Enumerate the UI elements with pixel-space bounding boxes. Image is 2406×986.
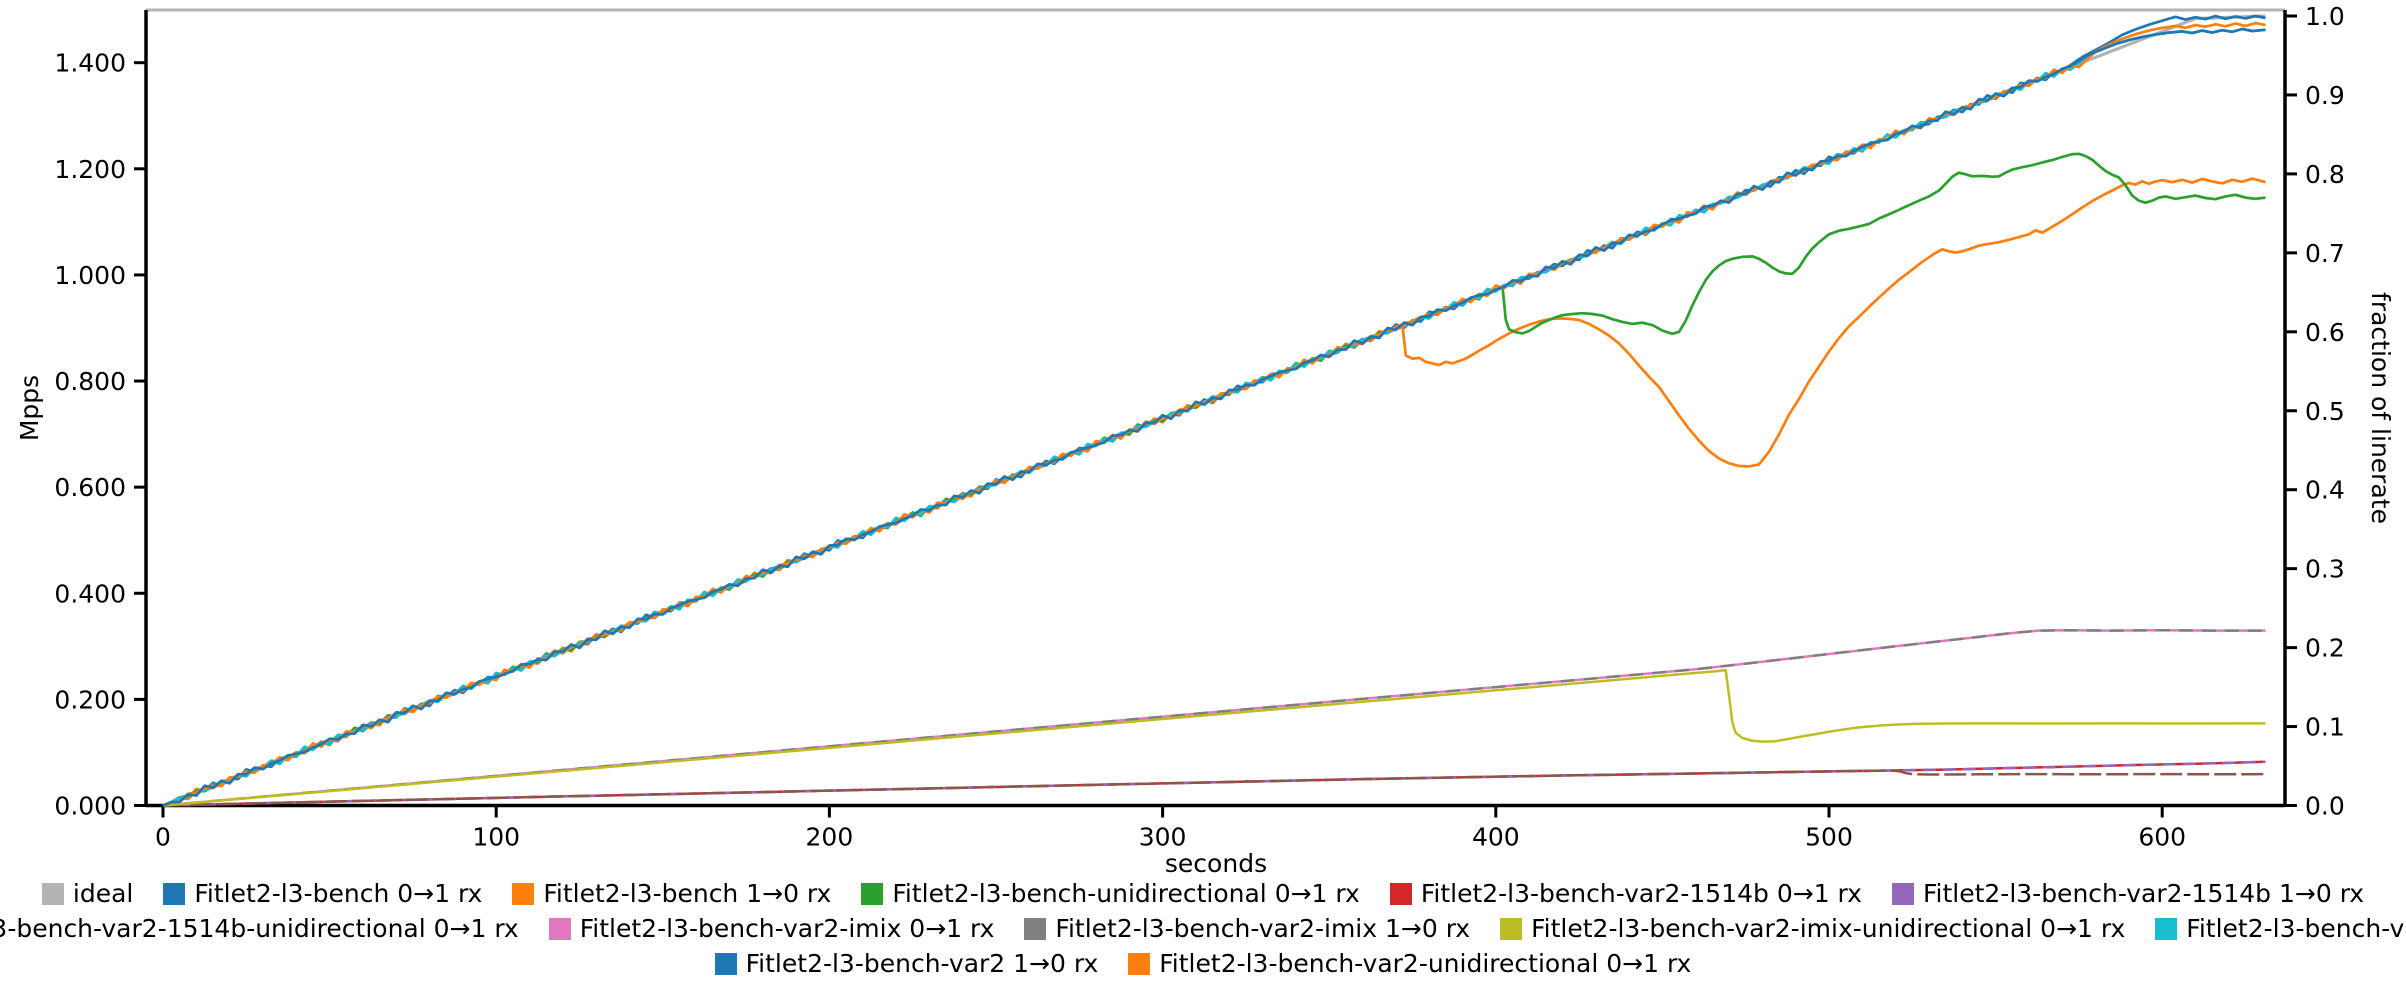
y-left-tick-label: 0.200 bbox=[54, 685, 126, 714]
y-right-tick-label: 1.0 bbox=[2305, 2, 2345, 31]
x-tick-label: 0 bbox=[155, 823, 171, 852]
legend-swatch bbox=[1500, 918, 1523, 940]
legend-item: Fitlet2-l3-bench-var2 0→1 rx bbox=[2155, 912, 2406, 946]
legend-row-1: ideal Fitlet2-l3-bench 0→1 rx Fitlet2-l3-b… bbox=[0, 877, 2406, 911]
legend-item: Fitlet2-l3-bench-var2 1→0 rx bbox=[714, 947, 1099, 981]
legend-item: Fitlet2-l3-bench 0→1 rx bbox=[163, 877, 482, 911]
legend-item: Fitlet2-l3-bench-var2-1514b 0→1 rx bbox=[1389, 877, 1862, 911]
y-right-tick-label: 0.5 bbox=[2305, 397, 2345, 426]
y-left-tick-label: 0.800 bbox=[54, 367, 126, 396]
legend-swatch bbox=[1128, 953, 1151, 975]
legend-label: Fitlet2-l3-bench-var2-1514b 1→0 rx bbox=[1922, 879, 2365, 908]
y-right-tick-label: 0.4 bbox=[2305, 476, 2345, 505]
legend-item: Fitlet2-l3-bench-var2-unidirectional 0→1… bbox=[1128, 947, 1691, 981]
legend-swatch bbox=[861, 883, 884, 905]
y-left-tick-label: 1.400 bbox=[54, 49, 126, 78]
series-bench-0-1 bbox=[162, 14, 2266, 807]
series-var2-unidirectional-0-1 bbox=[162, 21, 2266, 807]
legend-item: ideal bbox=[41, 877, 134, 911]
y-left-tick-label: 1.000 bbox=[54, 261, 126, 290]
axis-ticks: 0 100 200 300 400 500 600 0.000 0.200 0.400 0.600 0… bbox=[54, 2, 2344, 852]
legend-row-3: Fitlet2-l3-bench-var2 1→0 rx Fitlet2-l3-b… bbox=[0, 947, 2406, 981]
legend-label: Fitlet2-l3-bench-var2-1514b-unidirection… bbox=[0, 914, 519, 943]
y-left-tick-label: 0.400 bbox=[54, 579, 126, 608]
series-var2-1514b-unidirectional-0-1 bbox=[162, 769, 2266, 807]
legend-item: Fitlet2-l3-bench-var2-imix-unidirectiona… bbox=[1500, 912, 2125, 946]
legend: ideal Fitlet2-l3-bench 0→1 rx Fitlet2-l3-b… bbox=[0, 877, 2406, 981]
y-left-tick-label: 0.600 bbox=[54, 473, 126, 502]
legend-swatch bbox=[714, 953, 737, 975]
series-var2-0-1 bbox=[162, 27, 2266, 807]
x-tick-label: 500 bbox=[1805, 823, 1853, 852]
legend-label: Fitlet2-l3-bench 1→0 rx bbox=[543, 879, 832, 908]
legend-swatch bbox=[2155, 918, 2178, 940]
legend-label: Fitlet2-l3-bench-var2 1→0 rx bbox=[745, 949, 1099, 978]
legend-label: Fitlet2-l3-bench-var2 0→1 rx bbox=[2186, 914, 2406, 943]
y-right-tick-label: 0.1 bbox=[2305, 713, 2345, 742]
y-right-tick-label: 0.8 bbox=[2305, 160, 2345, 189]
y-axis-label-left: Mpps bbox=[15, 375, 44, 441]
legend-swatch bbox=[1891, 883, 1914, 905]
legend-label: Fitlet2-l3-bench-var2-imix 1→0 rx bbox=[1055, 914, 1471, 943]
series-var2-1514b-1-0 bbox=[162, 760, 2266, 807]
x-tick-label: 100 bbox=[472, 823, 520, 852]
legend-label: Fitlet2-l3-bench-var2-imix 0→1 rx bbox=[579, 914, 995, 943]
series-var2-imix-unidirectional-0-1 bbox=[162, 668, 2266, 807]
legend-item: Fitlet2-l3-bench-var2-1514b 1→0 rx bbox=[1891, 877, 2365, 911]
legend-swatch bbox=[163, 883, 186, 905]
legend-swatch bbox=[512, 883, 535, 905]
legend-item: Fitlet2-l3-bench 1→0 rx bbox=[512, 877, 831, 911]
y-left-tick-label: 0.000 bbox=[54, 792, 126, 821]
x-tick-label: 600 bbox=[2138, 823, 2186, 852]
x-axis-label: seconds bbox=[1165, 849, 1267, 876]
legend-label: Fitlet2-l3-bench-var2-1514b 0→1 rx bbox=[1420, 879, 1862, 908]
legend-label: Fitlet2-l3-bench-unidirectional 0→1 rx bbox=[892, 879, 1360, 908]
series-var2-imix-1-0 bbox=[162, 628, 2266, 807]
legend-label: Fitlet2-l3-bench 0→1 rx bbox=[194, 879, 483, 908]
legend-item: Fitlet2-l3-bench-var2-imix 0→1 rx bbox=[548, 912, 995, 946]
x-tick-label: 300 bbox=[1139, 823, 1187, 852]
y-right-tick-label: 0.6 bbox=[2305, 318, 2345, 347]
x-tick-label: 200 bbox=[806, 823, 854, 852]
plot-frame bbox=[144, 8, 2287, 808]
series-ideal bbox=[162, 14, 2266, 807]
x-tick-label: 400 bbox=[1472, 823, 1520, 852]
y-right-tick-label: 0.0 bbox=[2305, 792, 2345, 821]
legend-item: Fitlet2-l3-bench-var2-imix 1→0 rx bbox=[1024, 912, 1470, 946]
series-var2-1-0 bbox=[162, 27, 2266, 807]
y-right-tick-label: 0.9 bbox=[2305, 81, 2345, 110]
legend-item: Fitlet2-l3-bench-var2-1514b-unidirection… bbox=[0, 912, 519, 946]
legend-row-2: Fitlet2-l3-bench-var2-1514b-unidirection… bbox=[0, 912, 2406, 946]
legend-label: ideal bbox=[72, 879, 134, 908]
legend-swatch bbox=[1024, 918, 1047, 940]
series-curves bbox=[162, 14, 2266, 807]
y-axis-label-right: fraction of linerate bbox=[2366, 292, 2395, 524]
plot-area: 0 100 200 300 400 500 600 0.000 0.200 0.400 0.600 0… bbox=[15, 2, 2395, 876]
legend-item: Fitlet2-l3-bench-unidirectional 0→1 rx bbox=[861, 877, 1360, 911]
y-right-tick-label: 0.2 bbox=[2305, 634, 2345, 663]
y-right-tick-label: 0.7 bbox=[2305, 239, 2345, 268]
legend-swatch bbox=[1389, 883, 1412, 905]
legend-label: Fitlet2-l3-bench-var2-imix-unidirectiona… bbox=[1531, 914, 2126, 943]
y-right-tick-label: 0.3 bbox=[2305, 555, 2345, 584]
legend-swatch bbox=[41, 883, 64, 905]
y-left-tick-label: 1.200 bbox=[54, 155, 126, 184]
legend-swatch bbox=[548, 918, 571, 940]
legend-label: Fitlet2-l3-bench-var2-unidirectional 0→1… bbox=[1159, 949, 1692, 978]
